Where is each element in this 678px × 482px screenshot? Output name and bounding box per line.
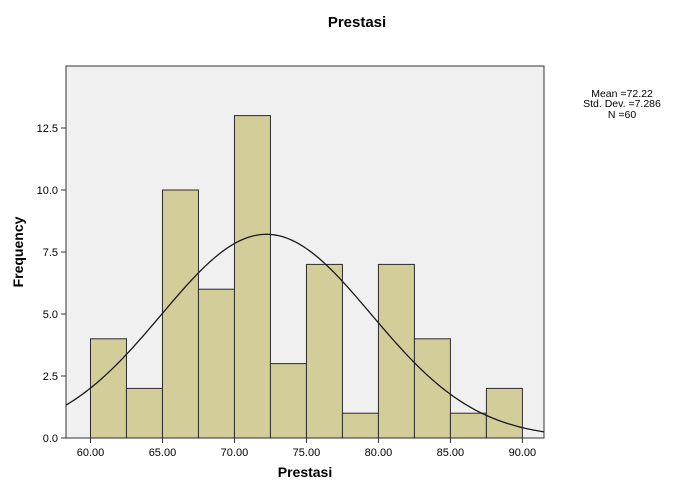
x-tick-label-3: 75.00 <box>293 447 321 459</box>
y-axis-title: Frequency <box>10 216 26 287</box>
bar-7 <box>341 412 379 439</box>
bar-0 <box>89 338 127 439</box>
x-tick-label-1: 65.00 <box>149 447 177 459</box>
x-axis: 60.00 65.00 70.00 75.00 80.00 85.00 90.00 <box>77 438 536 459</box>
x-tick-label-4: 80.00 <box>365 447 393 459</box>
y-tick-label-0: 0.0 <box>43 433 58 445</box>
x-axis-title: Prestasi <box>278 464 332 480</box>
x-tick-label-2: 70.00 <box>221 447 249 459</box>
bar-2 <box>161 189 199 439</box>
x-tick-label-5: 85.00 <box>437 447 465 459</box>
bar-3 <box>197 288 235 439</box>
bar-5 <box>269 363 307 439</box>
y-tick-label-2: 5.0 <box>43 309 58 321</box>
y-tick-label-4: 10.0 <box>37 185 58 197</box>
bar-1 <box>125 387 163 439</box>
normal-curve <box>65 233 545 433</box>
x-tick-label-0: 60.00 <box>77 447 105 459</box>
y-tick-label-3: 7.5 <box>43 247 58 259</box>
bar-11 <box>485 387 523 439</box>
chart-title: Prestasi <box>328 14 386 31</box>
stats-annotation: Mean =72.22 Std. Dev. =7.286 N =60 <box>583 88 661 121</box>
x-tick-label-6: 90.00 <box>509 447 537 459</box>
bar-4 <box>233 115 271 439</box>
bar-6 <box>305 263 343 439</box>
stats-n: N =60 <box>608 109 636 121</box>
stats-std-dev: Std. Dev. =7.286 <box>583 98 661 110</box>
y-tick-label-5: 12.5 <box>37 123 58 135</box>
stats-mean: Mean =72.22 <box>591 88 653 100</box>
bar-9 <box>413 338 451 439</box>
bar-8 <box>377 263 415 439</box>
y-axis: 0.0 2.5 5.0 7.5 10.0 12.5 <box>37 123 66 445</box>
bar-10 <box>449 412 487 439</box>
y-tick-label-1: 2.5 <box>43 371 58 383</box>
bars-group <box>89 115 523 439</box>
